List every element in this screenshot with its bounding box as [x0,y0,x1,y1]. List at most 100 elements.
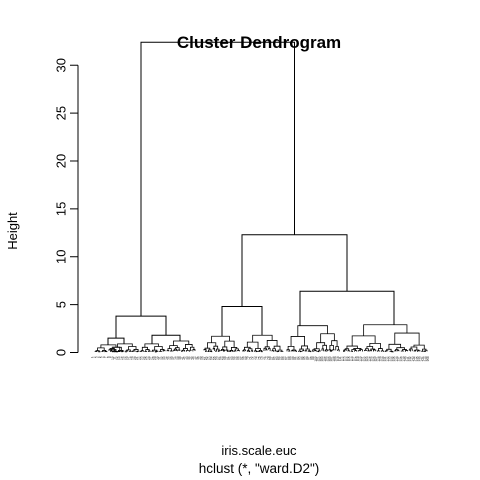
leaf-label: 32 [160,356,164,360]
leaf-label: 80 [268,356,272,360]
leaf-label: 45 [189,356,193,360]
sub-merge [220,349,223,352]
y-tick-label: 15 [54,202,69,216]
leaf-labels: 1234567891011121314151617181920212223242… [90,356,430,361]
leaf-label: 7 [104,356,108,358]
sub-merge [294,350,297,352]
leaf-label: 122 [363,356,367,361]
leaf-label: 29 [153,356,157,360]
sub-merge [369,342,381,349]
leaf-label: 23 [140,356,144,360]
leaf-label: 27 [149,356,153,360]
leaf-label: 120 [358,356,362,361]
leaf-label: 113 [343,356,347,361]
sub-merge [273,345,281,351]
leaf-label: 84 [277,356,281,360]
leaf-label: 96 [304,356,308,360]
leaf-label: 86 [282,356,286,360]
leaf-label: 17 [126,356,130,360]
sub-merge [365,348,369,351]
sub-merge [396,350,400,352]
sub-merge [329,350,332,352]
leaf-label: 97 [307,356,311,360]
leaf-label: 94 [300,356,304,360]
leaf-label: 3 [95,356,99,358]
leaf-label: 148 [422,356,426,361]
sub-merge [140,350,144,352]
leaf-label: 129 [379,356,383,361]
sub-merge [234,350,237,352]
sub-merge [305,348,310,351]
leaf-label: 62 [228,356,232,360]
sub-merge [290,336,305,347]
sub-merge [369,349,372,352]
leaf-label: 67 [239,356,243,360]
leaf-label: 11 [113,356,117,359]
leaf-label: 119 [356,356,360,361]
x-axis-label: iris.scale.euc [221,443,297,458]
leaf-label: 111 [338,356,342,361]
leaf-label: 12 [115,356,119,360]
sub-merge [113,346,122,351]
leaf-label: 63 [230,356,234,360]
sub-merge [173,349,176,352]
cluster-c2a2 [252,334,273,343]
leaf-label: 71 [248,356,252,360]
leaf-label: 74 [255,356,259,360]
sub-merge [97,347,105,351]
sub-merge [287,345,295,351]
sub-merge [384,350,387,352]
sub-merge [166,350,170,352]
leaf-label: 145 [415,356,419,361]
leaf-label: 9 [108,356,112,358]
sub-merge [302,350,305,352]
sub-merge [309,351,312,353]
sub-merge [104,351,108,353]
leaf-label: 118 [354,356,358,361]
leaf-label: 123 [365,356,369,361]
leaf-label: 44 [187,356,191,360]
leaf-label: 76 [259,356,263,360]
sub-merge [144,351,148,352]
cluster-c2b2 [363,324,408,336]
sub-merge [224,340,235,348]
leaf-label: 132 [385,356,389,361]
leaf-label: 61 [225,356,229,360]
sub-merge [203,349,207,352]
sub-merge [290,350,294,352]
leaf-label: 147 [419,356,423,361]
sub-merge [351,349,357,352]
sub-merge [343,350,346,352]
sub-merge [421,350,424,353]
leaf-label: 42 [183,356,187,360]
leaf-label: 16 [124,356,128,360]
sub-merge [175,349,178,352]
sub-merge [343,349,347,351]
merge-c1 [115,315,167,339]
leaf-label: 6 [101,356,105,358]
leaf-label: 125 [370,356,374,361]
sub-merge [396,347,405,350]
sub-merge [167,348,172,351]
leaf-label: 107 [329,356,333,361]
cluster-c2a1 [211,335,230,343]
leaf-label: 109 [334,356,338,361]
sub-merge [417,350,421,352]
sub-merge [205,350,207,352]
sub-merge [204,347,211,350]
leaf-label: 2 [92,356,96,358]
cluster-c1a1 [100,344,117,348]
leaf-label: 117 [352,356,356,361]
leaf-label: 114 [345,356,349,361]
sub-merge [147,350,151,352]
sub-merge [119,350,124,352]
leaf-label: 69 [243,356,247,360]
sub-merge [133,349,139,352]
leaf-label: 115 [347,356,351,361]
sub-merge [331,340,338,347]
sub-merge [162,349,166,352]
sub-merge [304,350,307,352]
sub-merge [253,350,258,352]
leaf-label: 93 [298,356,302,360]
leaf-label: 21 [135,356,139,360]
